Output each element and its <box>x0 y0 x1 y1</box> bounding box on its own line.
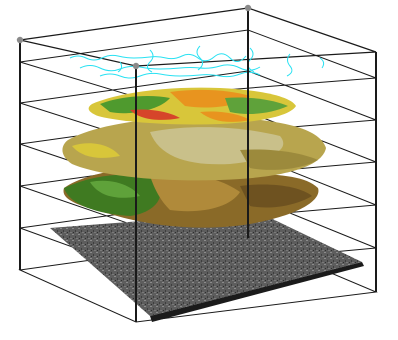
pole-knob-icon <box>16 36 24 44</box>
pole-knob-icon <box>132 62 140 70</box>
pole-knob-icon <box>244 4 252 12</box>
wireframe-box-back <box>19 7 377 67</box>
stream-network-layer <box>69 45 325 79</box>
wireframe-box-front <box>19 8 377 322</box>
landcover-layer <box>88 87 296 125</box>
aerial-imagery-layer <box>50 212 362 316</box>
pole-knobs <box>16 4 252 70</box>
soil-layer <box>62 116 326 181</box>
